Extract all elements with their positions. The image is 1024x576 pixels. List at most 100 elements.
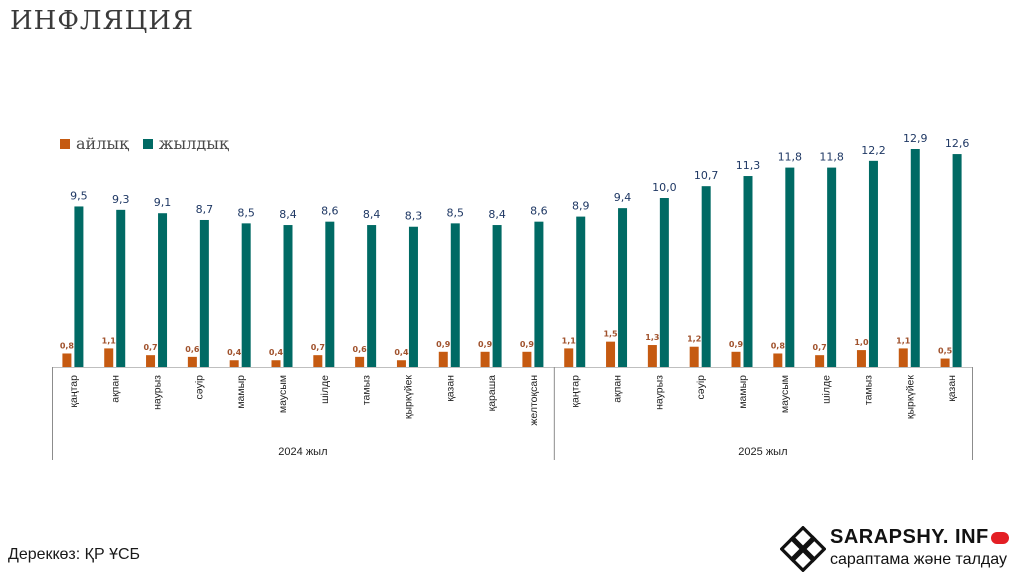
data-label-monthly: 0,7 [311,343,325,352]
data-label-annual: 9,5 [70,189,88,202]
tick-label: наурыз [152,375,164,410]
tick-label: қазан [444,375,456,402]
data-label-annual: 9,4 [614,191,632,204]
data-label-monthly: 0,9 [478,340,493,349]
bar-monthly [438,351,448,367]
data-label-annual: 8,5 [237,206,255,219]
bar-annual [701,186,711,367]
data-label-monthly: 0,6 [185,345,200,354]
group-label: 2025 жыл [738,446,787,458]
tick-label: қыркүйек [402,375,414,420]
data-label-monthly: 0,5 [938,347,953,356]
tick-label: маусым [779,375,791,413]
bar-monthly [731,351,741,367]
bar-monthly [856,350,866,367]
tick-label: тамыз [361,375,373,405]
data-label-annual: 8,4 [279,208,297,221]
data-label-annual: 10,0 [652,181,677,194]
tick-label: тамыз [862,375,874,405]
tick-label: шілде [319,375,331,404]
data-label-annual: 8,7 [196,203,214,216]
data-label-monthly: 0,4 [227,348,242,357]
bar-annual [74,206,84,367]
data-label-monthly: 1,1 [896,336,911,345]
data-label-annual: 12,2 [861,144,886,157]
source-note: Дереккөз: ҚР ҰСБ [8,546,141,563]
data-label-annual: 12,9 [903,132,928,145]
bar-annual [576,216,586,367]
data-label-monthly: 0,9 [520,340,535,349]
legend: айлық жылдық [60,134,243,153]
data-label-monthly: 1,2 [687,335,701,344]
tick-label: сәуір [695,375,707,400]
bar-annual [116,209,126,367]
data-label-annual: 9,1 [154,196,172,209]
bar-annual [910,149,920,367]
data-label-monthly: 0,8 [60,341,75,350]
bar-monthly [271,360,281,367]
bar-monthly [773,353,783,367]
page-title: ИНФЛЯЦИЯ [10,6,194,36]
legend-item-annual: жылдық [142,134,229,153]
legend-swatch-monthly [60,138,70,149]
data-label-annual: 11,8 [778,151,803,164]
data-label-annual: 8,3 [405,210,423,223]
bar-monthly [146,355,156,367]
legend-swatch-annual [142,138,153,149]
bar-monthly [229,360,239,367]
bar-annual [367,225,377,367]
bar-monthly [689,346,699,367]
tick-label: қаңтар [570,375,582,408]
bar-annual [283,225,293,367]
data-label-monthly: 1,1 [102,336,117,345]
bar-annual [241,223,251,367]
bar-monthly [396,360,406,367]
data-label-annual: 10,7 [694,169,719,182]
brand-o-icon [990,531,1009,544]
data-label-monthly: 0,6 [353,345,368,354]
data-label-monthly: 0,7 [143,343,157,352]
brand-name: SARAPSHY. INF [830,526,1009,549]
bar-annual [492,225,502,367]
data-label-monthly: 0,9 [729,340,744,349]
data-label-monthly: 0,4 [269,348,284,357]
tick-label: қаңтар [68,375,80,408]
bar-annual [659,198,669,367]
legend-item-monthly: айлық [60,134,129,153]
tick-label: мамыр [235,375,247,409]
knot-logo-icon [780,526,826,572]
bar-monthly [313,355,323,367]
tick-label: ақпан [612,375,624,403]
data-label-annual: 8,6 [530,205,548,218]
brand-logo: SARAPSHY. INF сараптама және талдау [780,526,1020,572]
tick-label: ақпан [110,375,122,403]
brand-name-text: SARAPSHY. INF [830,526,989,548]
group-label: 2024 жыл [278,446,327,458]
data-label-monthly: 1,1 [562,336,577,345]
bar-monthly [815,355,825,367]
bar-annual [743,176,753,367]
tick-label: қыркүйек [904,375,916,420]
data-label-monthly: 1,3 [645,333,659,342]
bar-monthly [606,341,616,367]
data-label-monthly: 0,9 [436,340,451,349]
bar-annual [450,223,460,367]
bar-annual [785,167,795,367]
data-label-monthly: 0,7 [813,343,827,352]
data-label-annual: 12,6 [945,137,970,150]
bar-annual [534,221,544,367]
data-label-annual: 8,4 [363,208,381,221]
bar-annual [868,160,878,367]
tick-label: сәуір [193,375,205,400]
bar-monthly [522,351,532,367]
bar-monthly [355,356,365,367]
bar-annual [952,154,962,367]
bar-annual [618,208,628,367]
data-label-monthly: 0,4 [394,348,409,357]
bar-annual [827,167,837,367]
data-label-annual: 11,8 [819,151,844,164]
data-label-monthly: 1,0 [854,338,869,347]
bar-annual [408,226,418,367]
bar-monthly [187,356,197,367]
